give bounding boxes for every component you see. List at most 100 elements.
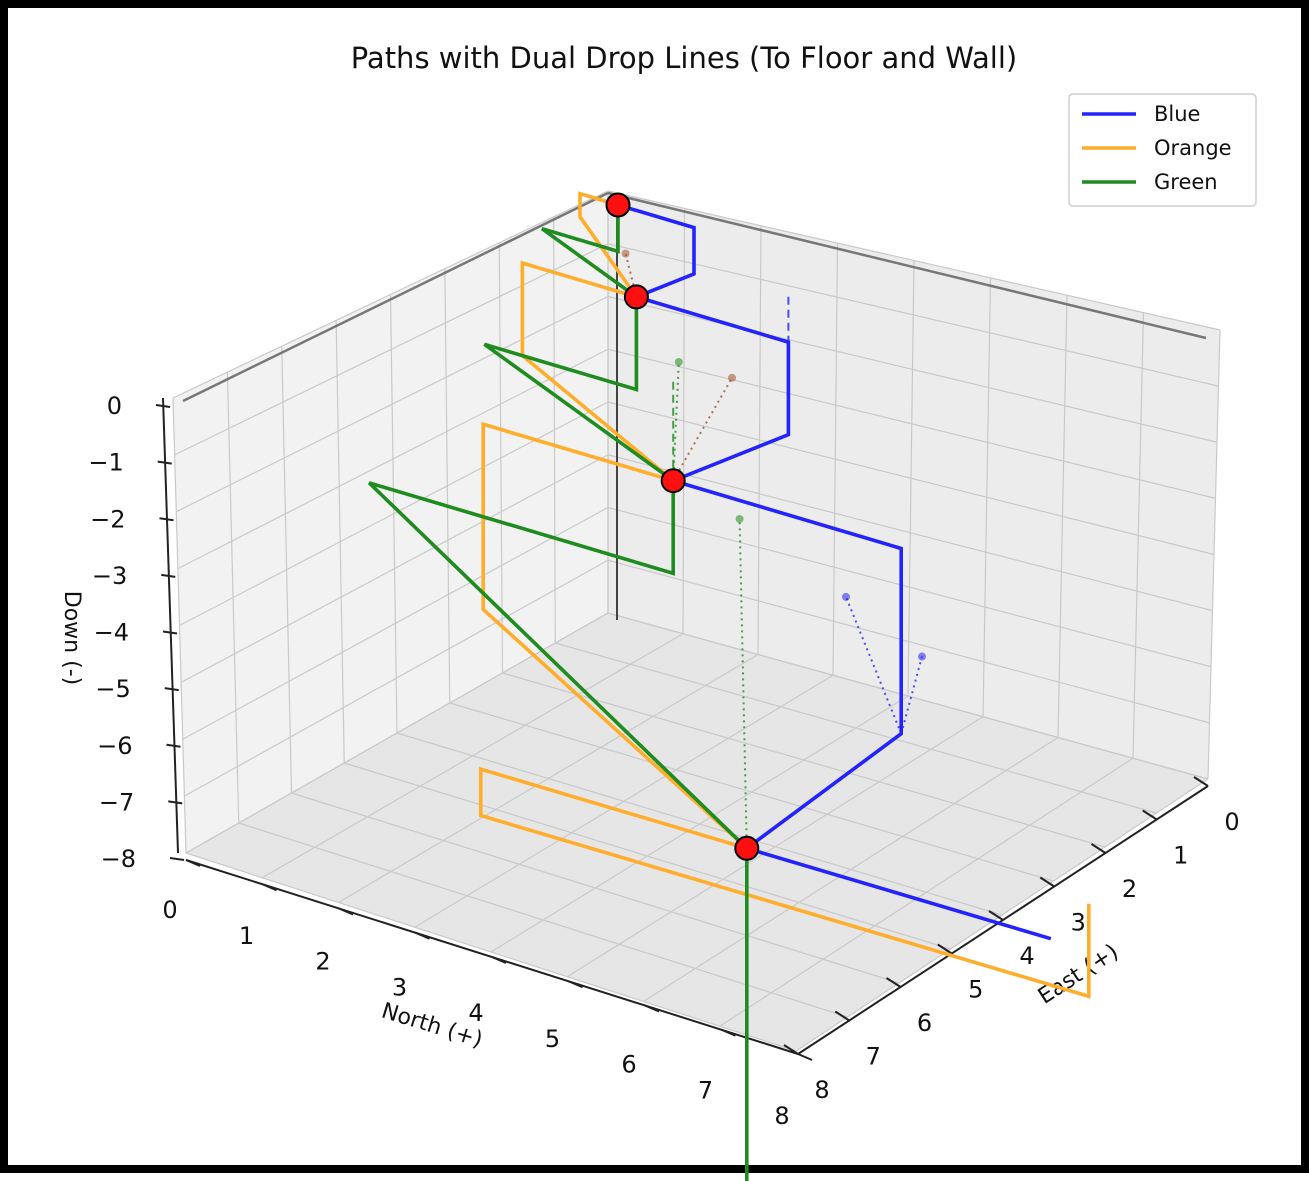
drop-line-end [621, 249, 630, 258]
chart-title: Paths with Dual Drop Lines (To Floor and… [351, 41, 1018, 75]
pane-east-wall [608, 191, 1220, 779]
chart-3d: Paths with Dual Drop Lines (To Floor and… [59, 41, 1257, 1181]
down-tick-label: −2 [90, 505, 125, 533]
north-tick-label: 5 [545, 1025, 560, 1053]
grid-line [643, 736, 1059, 1003]
chart-waypoints [605, 192, 760, 861]
drop-line-end [735, 514, 744, 523]
north-tick [568, 980, 583, 989]
chart-paths [367, 191, 1091, 1181]
east-tick [1142, 809, 1158, 821]
waypoint-marker [660, 468, 686, 494]
grid-line [607, 243, 1219, 387]
grid-line [444, 268, 451, 704]
north-tick-label: 0 [162, 896, 177, 924]
drop-line-end [674, 357, 683, 366]
chart-legend: Blue Orange Green [1068, 93, 1257, 207]
east-tick-label: 6 [917, 1009, 932, 1037]
grid-line [719, 757, 1134, 1027]
legend-box [1068, 93, 1257, 207]
grid-line [555, 642, 1157, 814]
down-tick-label: −1 [88, 449, 123, 477]
east-tick-label: 3 [1071, 909, 1086, 937]
grid-line [607, 348, 1216, 499]
grid-line [1132, 312, 1145, 759]
down-tick-label: −5 [95, 675, 130, 703]
north-tick [644, 1004, 660, 1013]
grid-line [498, 242, 504, 674]
grid-line [1057, 295, 1068, 738]
north-tick [262, 883, 277, 892]
east-tick-label: 7 [866, 1043, 881, 1071]
series-blue-path [617, 203, 1052, 941]
grid-line [502, 672, 1106, 848]
grid-line [490, 695, 909, 953]
east-axis-label: East (+) [1034, 940, 1123, 1010]
legend-label-orange: Orange [1154, 136, 1232, 160]
east-tick [988, 910, 1004, 921]
grid-line [607, 401, 1215, 556]
north-tick-label: 3 [392, 973, 407, 1001]
east-tick [783, 1044, 799, 1055]
series-green-path [367, 205, 749, 1181]
down-tick [155, 404, 171, 408]
north-tick-label: 6 [621, 1051, 636, 1079]
grid-line [449, 702, 1054, 882]
down-tick-label: −4 [94, 619, 129, 647]
down-axis-label: Down (-) [59, 591, 84, 685]
down-tick [169, 857, 185, 861]
north-tick-label: 2 [315, 948, 330, 976]
north-tick [797, 1053, 813, 1061]
north-tick [338, 907, 354, 916]
down-tick [159, 517, 174, 522]
legend-label-blue: Blue [1154, 102, 1200, 126]
grid-line [607, 190, 1221, 331]
north-tick [185, 859, 201, 867]
grid-line [553, 216, 556, 644]
north-tick [491, 956, 507, 964]
north-tick-label: 8 [774, 1102, 789, 1130]
north-tick-label: 7 [698, 1076, 713, 1104]
east-tick-label: 0 [1224, 808, 1239, 836]
down-tick-label: −3 [92, 562, 127, 590]
grid-line [174, 243, 609, 456]
waypoint-marker [623, 284, 649, 310]
chart-panes [173, 191, 1220, 1051]
grid-line [607, 612, 1209, 780]
east-tick-label: 2 [1122, 875, 1137, 903]
waypoint-marker [734, 835, 760, 861]
grid-line [982, 277, 992, 717]
grid-line [1207, 329, 1221, 780]
down-tick [162, 630, 178, 635]
grid-line [566, 716, 984, 978]
down-tick [164, 687, 179, 692]
down-tick-label: −8 [101, 845, 136, 873]
north-tick [415, 931, 430, 940]
legend-label-green: Green [1154, 170, 1218, 194]
east-tick-label: 1 [1173, 842, 1188, 870]
north-tick-label: 4 [468, 999, 483, 1027]
north-tick-label: 1 [239, 922, 254, 950]
pane-top-edge [607, 191, 1207, 340]
east-tick-label: 8 [814, 1076, 829, 1104]
waypoint-marker [605, 192, 631, 218]
grid-line [172, 190, 609, 399]
east-tick-label: 4 [1019, 942, 1034, 970]
down-tick [168, 800, 183, 805]
drop-line-end [918, 652, 926, 661]
down-tick [161, 573, 176, 578]
chart-grid [172, 190, 1221, 1052]
drop-line [900, 656, 923, 734]
east-tick [1090, 843, 1107, 854]
east-tick [937, 943, 953, 955]
pane-top-edge [182, 191, 609, 403]
east-tick [885, 977, 902, 988]
down-tick-label: −6 [97, 732, 132, 760]
grid-line [795, 778, 1209, 1052]
east-tick-label: 5 [968, 976, 983, 1004]
down-tick-label: −7 [99, 788, 134, 816]
east-tick [1193, 776, 1209, 787]
series-orange-path [478, 191, 1091, 999]
drop-line [672, 361, 680, 481]
